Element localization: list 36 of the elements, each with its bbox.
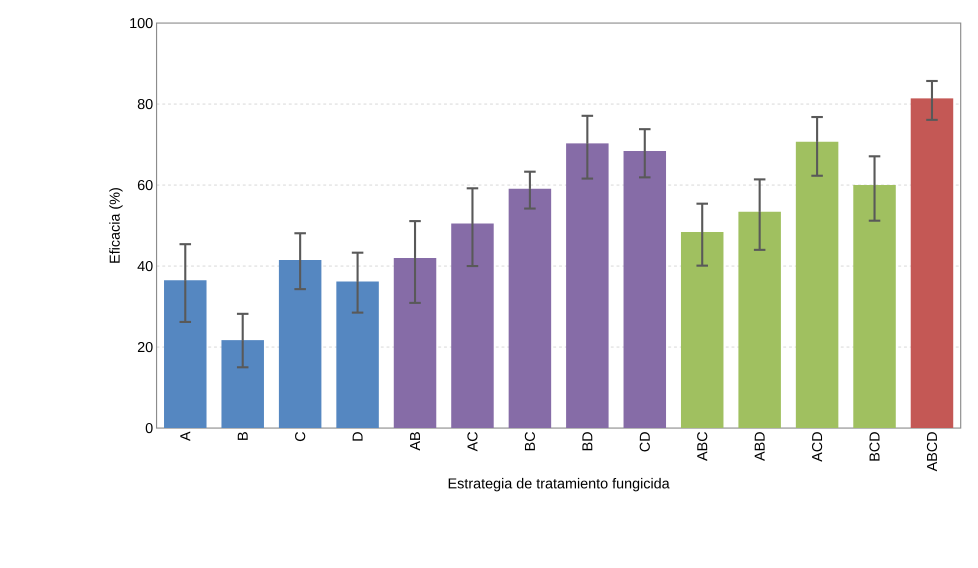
bar: [394, 258, 436, 428]
y-tick-label: 0: [146, 422, 153, 433]
bar: [796, 141, 838, 428]
x-tick-label: A: [180, 431, 190, 441]
bar: [910, 98, 954, 428]
y-axis-title: Eficacia (%): [109, 188, 123, 262]
bar: [336, 281, 379, 428]
bar: [853, 184, 896, 428]
bar: [624, 150, 666, 428]
bar: [738, 212, 781, 428]
y-tick-label: 60: [138, 180, 153, 190]
y-tick-label: 20: [138, 342, 153, 352]
x-tick-label: ABD: [754, 432, 765, 461]
x-tick-label: ABCD: [926, 432, 938, 472]
bar: [566, 143, 609, 428]
bar: [278, 260, 322, 428]
x-tick-label: B: [238, 432, 248, 440]
x-tick-label: BC: [524, 432, 535, 450]
x-axis-title: Estrategia de tratamiento fungicida: [448, 478, 670, 492]
bar: [508, 188, 552, 428]
x-tick-label: CD: [640, 432, 650, 452]
x-tick-label: BD: [582, 432, 592, 450]
x-tick-label: D: [352, 432, 363, 440]
bar: [221, 340, 264, 428]
y-tick-label: 40: [138, 260, 153, 271]
x-tick-label: C: [295, 432, 306, 441]
x-tick-label: AB: [410, 432, 420, 450]
y-tick-label: 80: [138, 98, 153, 109]
bar: [680, 232, 724, 428]
x-tick-label: ABC: [697, 432, 708, 461]
y-tick-label: 100: [130, 18, 153, 28]
x-tick-label: ACD: [812, 432, 822, 462]
bar: [451, 223, 494, 428]
bar: [164, 280, 207, 428]
x-tick-label: BCD: [869, 432, 880, 460]
x-tick-label: AC: [467, 432, 478, 452]
